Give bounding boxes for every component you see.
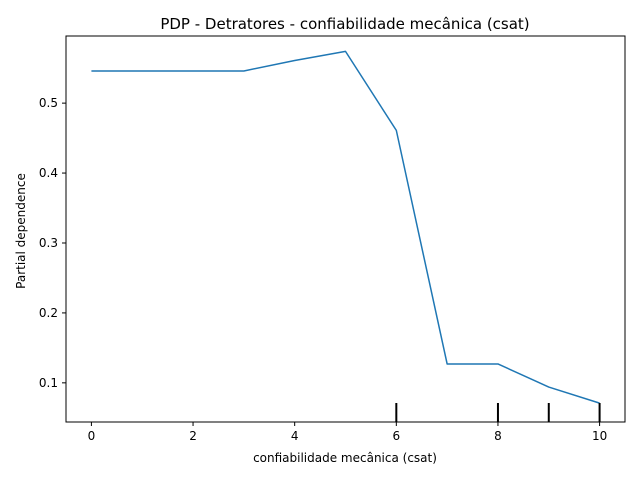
y-tick-label-1: 0.2 bbox=[39, 306, 58, 320]
x-tick-label-1: 2 bbox=[189, 429, 197, 443]
y-tick-label-3: 0.4 bbox=[39, 166, 58, 180]
plot-frame bbox=[65, 35, 626, 423]
plot-area: 0 2 4 6 8 10 0.1 0.2 0.3 0.4 0.5 bbox=[39, 35, 626, 443]
x-tick-label-5: 10 bbox=[592, 429, 607, 443]
chart-title: PDP - Detratores - confiabilidade mecâni… bbox=[160, 15, 529, 33]
y-tick-label-2: 0.3 bbox=[39, 236, 58, 250]
x-tick-label-3: 6 bbox=[392, 429, 400, 443]
y-axis-label: Partial dependence bbox=[14, 173, 28, 289]
x-tick-label-2: 4 bbox=[291, 429, 299, 443]
y-tick-label-0: 0.1 bbox=[39, 376, 58, 390]
x-tick-label-0: 0 bbox=[88, 429, 96, 443]
series-line-0 bbox=[91, 50, 600, 404]
x-tick-label-4: 8 bbox=[494, 429, 502, 443]
x-axis-label: confiabilidade mecânica (csat) bbox=[253, 451, 437, 465]
y-tick-label-4: 0.5 bbox=[39, 96, 58, 110]
